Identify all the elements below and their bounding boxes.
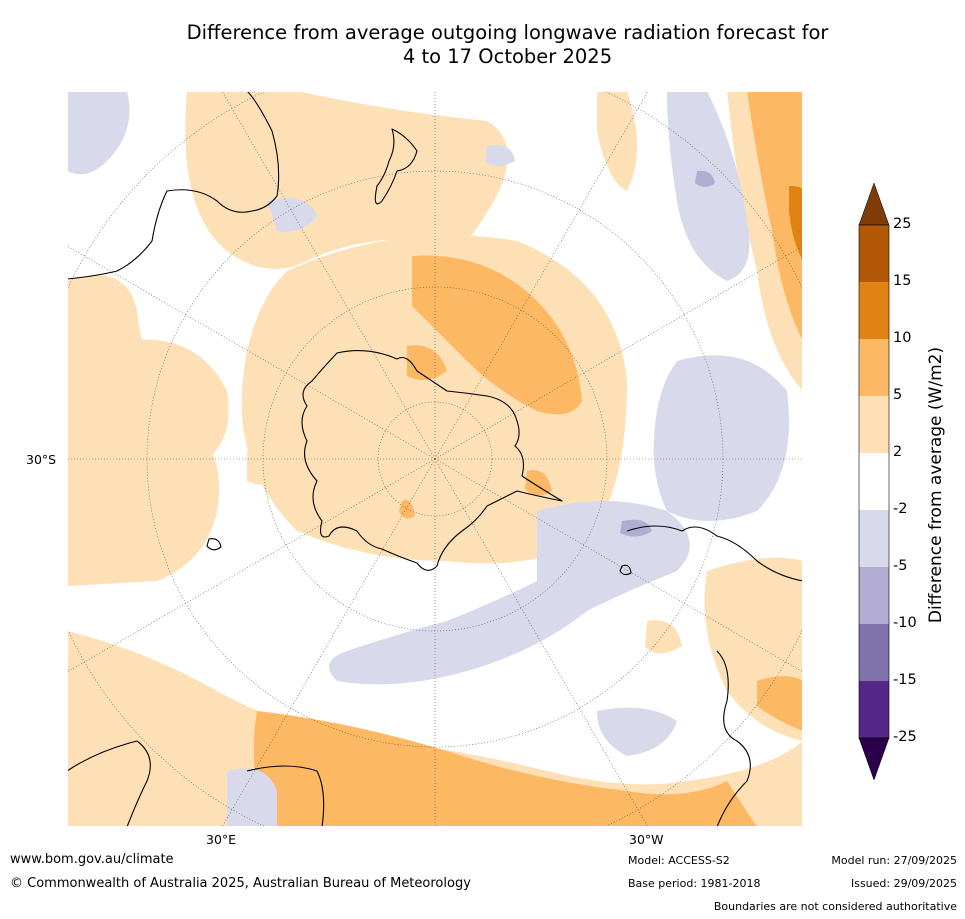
- colorbar-under-arrow: [858, 737, 890, 781]
- new-zealand-coastline: [374, 128, 418, 205]
- graticule: [67, 91, 803, 827]
- colorbar-tick: -2: [893, 501, 908, 517]
- model-name: Model: ACCESS-S2: [628, 854, 730, 867]
- falklands-coastline: [619, 564, 632, 576]
- chart-title: Difference from average outgoing longwav…: [100, 21, 915, 69]
- longitude-label-30w: 30°W: [629, 832, 664, 847]
- colorbar-bin: [859, 225, 889, 282]
- colorbar-tick: -5: [893, 558, 908, 574]
- colorbar-bin: [859, 567, 889, 624]
- colorbar-tick: 5: [893, 387, 903, 403]
- colorbar-bin: [859, 453, 889, 510]
- colorbar-bin: [859, 282, 889, 339]
- model-run-date: Model run: 27/09/2025: [831, 854, 957, 867]
- colorbar-bin: [859, 624, 889, 681]
- colorbar-tick: -25: [893, 729, 917, 745]
- colorbar-tick: -15: [893, 672, 917, 688]
- tasmania-coastline: [206, 538, 222, 551]
- map-svg: [67, 91, 803, 827]
- title-line-1: Difference from average outgoing longwav…: [186, 21, 829, 44]
- colorbar: [855, 180, 965, 790]
- colorbar-bin: [859, 339, 889, 396]
- colorbar-bin: [859, 396, 889, 453]
- longitude-label-30e: 30°E: [206, 832, 237, 847]
- colorbar-tick: 15: [893, 273, 912, 289]
- colorbar-svg: [858, 182, 890, 781]
- anomaly-5-to-10: [253, 91, 803, 827]
- colorbar-tick: 10: [893, 330, 912, 346]
- anomaly-10-to-15: [789, 186, 803, 261]
- australia-coastline: [67, 91, 280, 280]
- latitude-label-30s: 30°S: [26, 452, 57, 467]
- south-america-coastline: [626, 525, 803, 827]
- colorbar-bin: [859, 510, 889, 567]
- colorbar-tick: -10: [893, 615, 917, 631]
- colorbar-bin: [859, 681, 889, 738]
- copyright-notice: © Commonwealth of Australia 2025, Austra…: [10, 876, 471, 891]
- website-url: www.bom.gov.au/climate: [10, 852, 174, 867]
- antarctica-coastline: [301, 350, 563, 571]
- coastlines: [67, 91, 803, 827]
- colorbar-tick: 2: [893, 444, 903, 460]
- colorbar-label: Difference from average (W/m2): [926, 346, 946, 624]
- issued-date: Issued: 29/09/2025: [850, 877, 957, 890]
- boundary-disclaimer: Boundaries are not considered authoritat…: [713, 900, 957, 913]
- anomaly-minus2-to-minus5: [67, 91, 789, 827]
- title-line-2: 4 to 17 October 2025: [402, 45, 613, 68]
- polar-map: [67, 91, 803, 827]
- base-period: Base period: 1981-2018: [628, 877, 761, 890]
- africa-coastline: [67, 740, 325, 827]
- colorbar-over-arrow: [858, 182, 890, 226]
- colorbar-tick: 25: [893, 216, 912, 232]
